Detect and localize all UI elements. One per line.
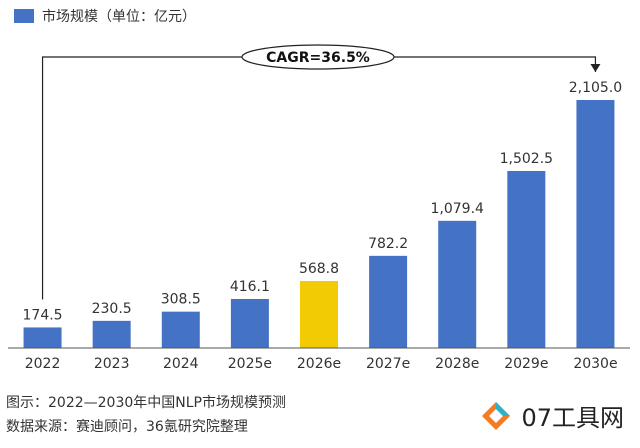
chart-caption: 图示：2022—2030年中国NLP市场规模预测	[6, 395, 286, 411]
bar-chart: 174.5 2022 230.5 2023 308.5 2024 416.1 2025e 568…	[8, 44, 630, 372]
cagr-arrow-icon	[590, 64, 601, 72]
bar-2025e	[230, 298, 269, 348]
legend-label: 市场规模（单位：亿元）	[42, 9, 196, 25]
x-tick-2026e: 2026e	[297, 356, 341, 372]
cagr-ellipse	[241, 44, 395, 70]
bar-2022	[23, 327, 62, 348]
data-label-2026e: 568.8	[299, 261, 339, 277]
bar-2024	[161, 311, 200, 348]
watermark-logo-icon	[482, 401, 511, 430]
x-tick-2025e: 2025e	[228, 356, 272, 372]
data-source: 数据来源：赛迪顾问，36氪研究院整理	[6, 419, 248, 435]
legend-swatch	[14, 9, 34, 23]
data-label-2030e: 2,105.0	[569, 80, 622, 96]
legend: 市场规模（单位：亿元）	[14, 6, 196, 26]
data-label-2023: 230.5	[92, 301, 132, 317]
x-tick-2028e: 2028e	[435, 356, 479, 372]
x-tick-2023: 2023	[94, 356, 130, 372]
data-label-2028e: 1,079.4	[431, 201, 485, 217]
bar-2028e	[438, 220, 477, 348]
watermark-text: 07工具网	[521, 404, 624, 432]
data-label-2024: 308.5	[161, 292, 201, 308]
x-tick-2029e: 2029e	[504, 356, 548, 372]
data-label-2025e: 416.1	[230, 279, 270, 295]
x-tick-2027e: 2027e	[366, 356, 410, 372]
data-label-2027e: 782.2	[368, 236, 408, 252]
cagr-label: CAGR=36.5%	[266, 50, 370, 66]
data-label-2022: 174.5	[23, 307, 63, 323]
x-tick-2022: 2022	[25, 356, 61, 372]
bar-2027e	[369, 255, 408, 348]
data-label-2029e: 1,502.5	[500, 151, 553, 167]
watermark: 07工具网	[479, 398, 624, 433]
bar-2030e	[576, 100, 615, 348]
bar-2026e	[300, 280, 338, 348]
x-tick-2024: 2024	[163, 356, 199, 372]
bar-2023	[92, 320, 131, 348]
bar-2029e	[507, 170, 546, 348]
x-tick-2030e: 2030e	[573, 356, 617, 372]
